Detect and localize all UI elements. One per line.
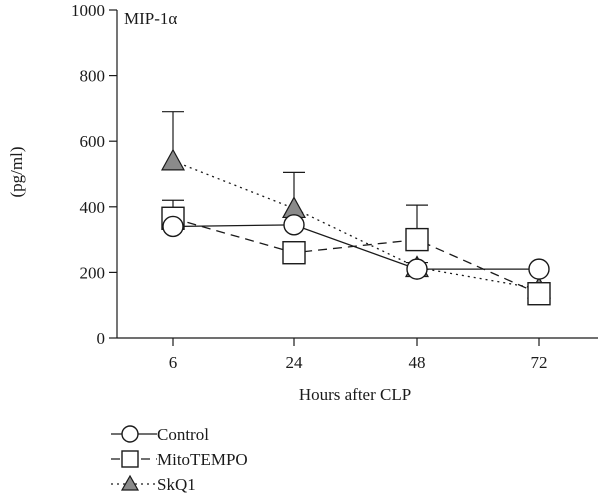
data-point: [160, 148, 186, 171]
x-tick-label: 72: [531, 353, 548, 372]
series-line: [172, 224, 539, 270]
data-point: [282, 241, 306, 265]
series-line: [172, 217, 540, 295]
data-point: [405, 227, 429, 252]
legend-item-control: Control: [111, 425, 209, 444]
data-point: [162, 215, 184, 238]
legend-label: SkQ1: [157, 475, 196, 494]
legend-label: Control: [157, 425, 209, 444]
y-tick-label: 200: [80, 263, 106, 282]
x-tick-label: 24: [286, 353, 304, 372]
y-axis-label: (pg/ml): [7, 147, 26, 198]
y-tick-label: 1000: [71, 1, 105, 20]
x-tick-label: 48: [409, 353, 426, 372]
data-point: [406, 258, 428, 280]
y-tick-label: 0: [97, 329, 106, 348]
y-tick-label: 600: [80, 132, 106, 151]
chart-title: MIP-1α: [124, 9, 177, 28]
legend-item-skq1: SkQ1: [111, 474, 196, 494]
x-axis-label: Hours after CLP: [299, 385, 411, 404]
series-mitotempo: [161, 199, 551, 306]
series-line: [172, 160, 540, 290]
legend-item-mitotempo: MitoTEMPO: [111, 450, 248, 469]
series-layer: [160, 111, 552, 306]
legend-marker: [121, 450, 139, 468]
y-tick-label: 800: [80, 67, 106, 86]
series-control: [162, 214, 550, 280]
legend-label: MitoTEMPO: [157, 450, 248, 469]
series-skq1: [160, 111, 552, 299]
legend-marker: [120, 474, 140, 491]
data-point: [527, 282, 551, 306]
axes: 0 200 400 600 800 1000 6 24 48 72: [71, 1, 598, 372]
y-tick-label: 400: [80, 198, 106, 217]
x-tick-label: 6: [169, 353, 178, 372]
legend: Control MitoTEMPO SkQ1: [111, 425, 248, 494]
legend-marker: [121, 425, 139, 443]
data-point: [528, 258, 550, 280]
data-point: [283, 214, 305, 236]
